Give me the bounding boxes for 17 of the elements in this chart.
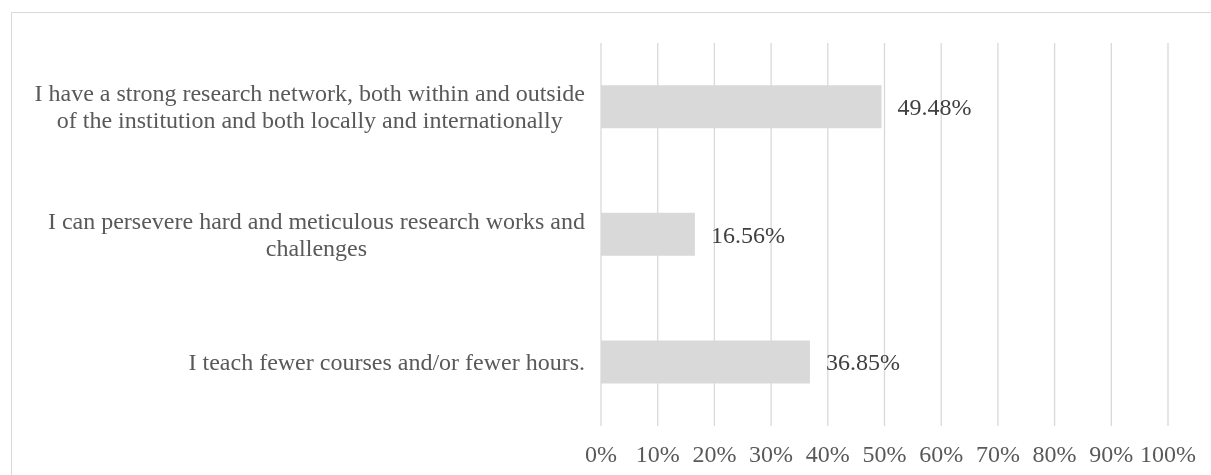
x-tick-label: 30% bbox=[749, 441, 794, 468]
y-tick-label: I teach fewer courses and/or fewer hours. bbox=[188, 349, 585, 376]
x-tick-label: 80% bbox=[1032, 441, 1077, 468]
x-tick-label: 10% bbox=[635, 441, 680, 468]
x-tick-label: 90% bbox=[1089, 441, 1134, 468]
y-tick-label: I can persevere hard and meticulous research works and challenges bbox=[47, 208, 585, 261]
x-tick-label: 20% bbox=[692, 441, 737, 468]
x-tick-label: 50% bbox=[862, 441, 907, 468]
data-label: 36.85% bbox=[825, 349, 900, 376]
x-tick-label: 60% bbox=[919, 441, 964, 468]
x-tick-label: 100% bbox=[1140, 441, 1196, 468]
x-tick-label: 40% bbox=[805, 441, 850, 468]
x-tick-label: 0% bbox=[585, 441, 617, 468]
x-tick-label: 70% bbox=[975, 441, 1020, 468]
data-label: 16.56% bbox=[710, 221, 785, 248]
y-tick-label: I have a strong research network, both within and outside of the institution and both locally and internationally bbox=[34, 80, 585, 134]
data-label: 49.48% bbox=[897, 94, 972, 121]
